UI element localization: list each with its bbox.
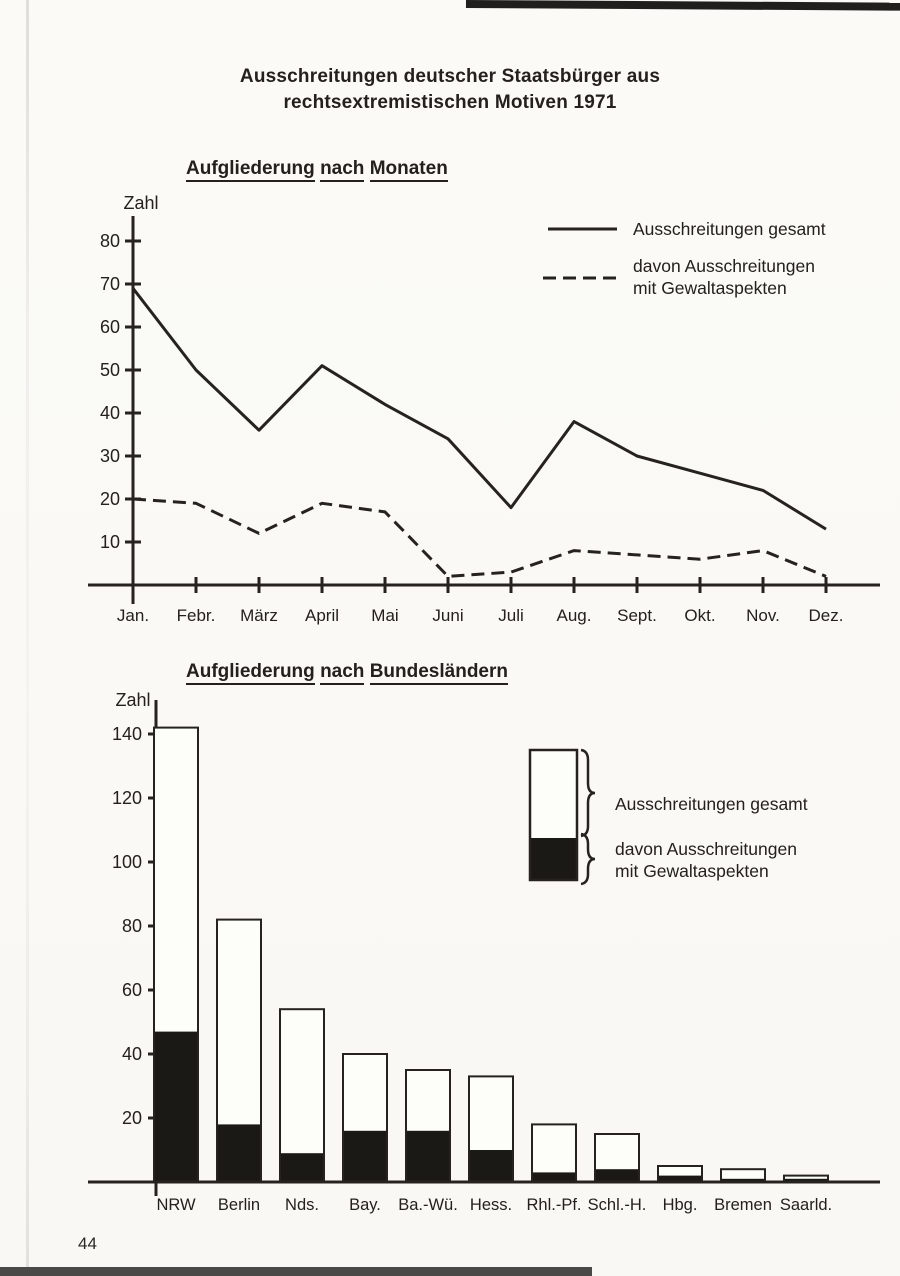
y-tick-label: 120 bbox=[112, 788, 142, 808]
x-tick-label: Jan. bbox=[117, 606, 149, 625]
page-title: Ausschreitungen deutscher Staatsbürger a… bbox=[0, 64, 900, 116]
bar-total bbox=[280, 1009, 324, 1182]
bar-label: Hess. bbox=[470, 1196, 512, 1214]
bar-label: Ba.-Wü. bbox=[398, 1196, 458, 1214]
legend-sample-bar-outline bbox=[528, 748, 579, 882]
top-edge-scan-artifact bbox=[465, 0, 900, 11]
legend-brace-violence bbox=[580, 832, 596, 886]
page-title-line1: Ausschreitungen deutscher Staatsbürger a… bbox=[239, 66, 661, 87]
x-tick-label: Mai bbox=[371, 606, 398, 625]
heading-word: Aufgliederung bbox=[186, 661, 315, 685]
legend-label: davon Ausschreitungen bbox=[633, 256, 815, 276]
y-tick-label: 20 bbox=[100, 489, 120, 509]
y-tick-label: 140 bbox=[112, 724, 142, 744]
bar-violence bbox=[469, 1150, 513, 1182]
y-tick-label: 40 bbox=[122, 1044, 142, 1064]
bar-label: NRW bbox=[156, 1196, 196, 1214]
monthly-line-chart: Zahl 10 20 30 40 50 60 70 80 Jan. Febr. März April Ma… bbox=[78, 192, 890, 649]
y-tick-label: 70 bbox=[100, 274, 120, 294]
y-tick-label: 80 bbox=[122, 916, 142, 936]
heading-word: nach bbox=[320, 661, 365, 685]
bar-label: Nds. bbox=[285, 1196, 319, 1214]
legend-brace-total bbox=[580, 748, 596, 838]
section-heading-states: Aufgliederung nach Bundesländern bbox=[186, 661, 509, 685]
y-tick-label: 100 bbox=[112, 852, 142, 872]
y-tick-label: 20 bbox=[122, 1108, 142, 1128]
bar-label: Hbg. bbox=[663, 1196, 698, 1214]
section-heading-monthly: Aufgliederung nach Monaten bbox=[186, 158, 448, 182]
heading-word: nach bbox=[320, 158, 365, 182]
states-bar-chart: Zahl 20 40 60 80 100 120 140 NRW Berlin Nds. Bay. Ba… bbox=[78, 688, 890, 1241]
y-tick-label: 10 bbox=[100, 532, 120, 552]
page-number: 44 bbox=[78, 1234, 97, 1253]
bar-label: Saarld. bbox=[780, 1196, 832, 1214]
x-tick-label: April bbox=[305, 606, 339, 625]
heading-word: Bundesländern bbox=[369, 661, 509, 685]
monthly-line-chart-svg: Zahl 10 20 30 40 50 60 70 80 Jan. Febr. März April Ma… bbox=[88, 193, 880, 625]
bar-label: Berlin bbox=[218, 1196, 260, 1214]
heading-word: Aufgliederung bbox=[186, 158, 315, 182]
bar-violence bbox=[406, 1130, 450, 1182]
x-tick-label: Dez. bbox=[809, 606, 844, 625]
bar-violence bbox=[217, 1124, 261, 1182]
y-axis-title: Zahl bbox=[123, 193, 158, 213]
bottom-edge-scan-artifact bbox=[0, 1267, 592, 1276]
y-tick-label: 40 bbox=[100, 403, 120, 423]
legend-label: Ausschreitungen gesamt bbox=[633, 219, 826, 239]
y-tick-label: 50 bbox=[100, 360, 120, 380]
bar-violence bbox=[280, 1153, 324, 1182]
x-tick-label: Juli bbox=[498, 606, 524, 625]
bar-label: Bremen bbox=[714, 1196, 772, 1214]
x-tick-label: Juni bbox=[432, 606, 463, 625]
series-line-solid bbox=[131, 287, 827, 531]
bar-label: Rhl.-Pf. bbox=[526, 1196, 581, 1214]
bar-violence bbox=[658, 1175, 702, 1182]
y-tick-label: 80 bbox=[100, 231, 120, 251]
y-axis-title: Zahl bbox=[115, 690, 150, 710]
bar-violence bbox=[721, 1178, 765, 1182]
page-title-line2: rechtsextremistischen Motiven 1971 bbox=[283, 92, 617, 113]
bar-violence bbox=[154, 1031, 198, 1182]
left-edge-scan-artifact bbox=[26, 0, 29, 1276]
series-line-dashed bbox=[132, 497, 827, 578]
legend-label: mit Gewaltaspekten bbox=[633, 278, 787, 298]
bar-violence bbox=[532, 1172, 576, 1182]
bar-violence bbox=[343, 1130, 387, 1182]
y-tick-label: 30 bbox=[100, 446, 120, 466]
y-tick-label: 60 bbox=[100, 317, 120, 337]
legend-sample-bar-violence bbox=[530, 838, 577, 880]
bar-violence bbox=[595, 1169, 639, 1182]
x-tick-label: März bbox=[240, 606, 278, 625]
x-tick-label: Aug. bbox=[557, 606, 592, 625]
bar-label: Bay. bbox=[349, 1196, 381, 1214]
y-tick-label: 60 bbox=[122, 980, 142, 1000]
legend-label: Ausschreitungen gesamt bbox=[615, 794, 808, 814]
legend-label: mit Gewaltaspekten bbox=[615, 861, 769, 881]
x-tick-label: Okt. bbox=[684, 606, 715, 625]
legend-label: davon Ausschreitungen bbox=[615, 839, 797, 859]
bar-violence bbox=[784, 1178, 828, 1182]
bar-label: Schl.-H. bbox=[588, 1196, 647, 1214]
x-tick-label: Nov. bbox=[746, 606, 780, 625]
states-bar-chart-svg: Zahl 20 40 60 80 100 120 140 NRW Berlin Nds. Bay. Ba… bbox=[88, 690, 880, 1214]
x-tick-label: Febr. bbox=[177, 606, 216, 625]
heading-word: Monaten bbox=[369, 158, 448, 182]
x-tick-label: Sept. bbox=[617, 606, 657, 625]
